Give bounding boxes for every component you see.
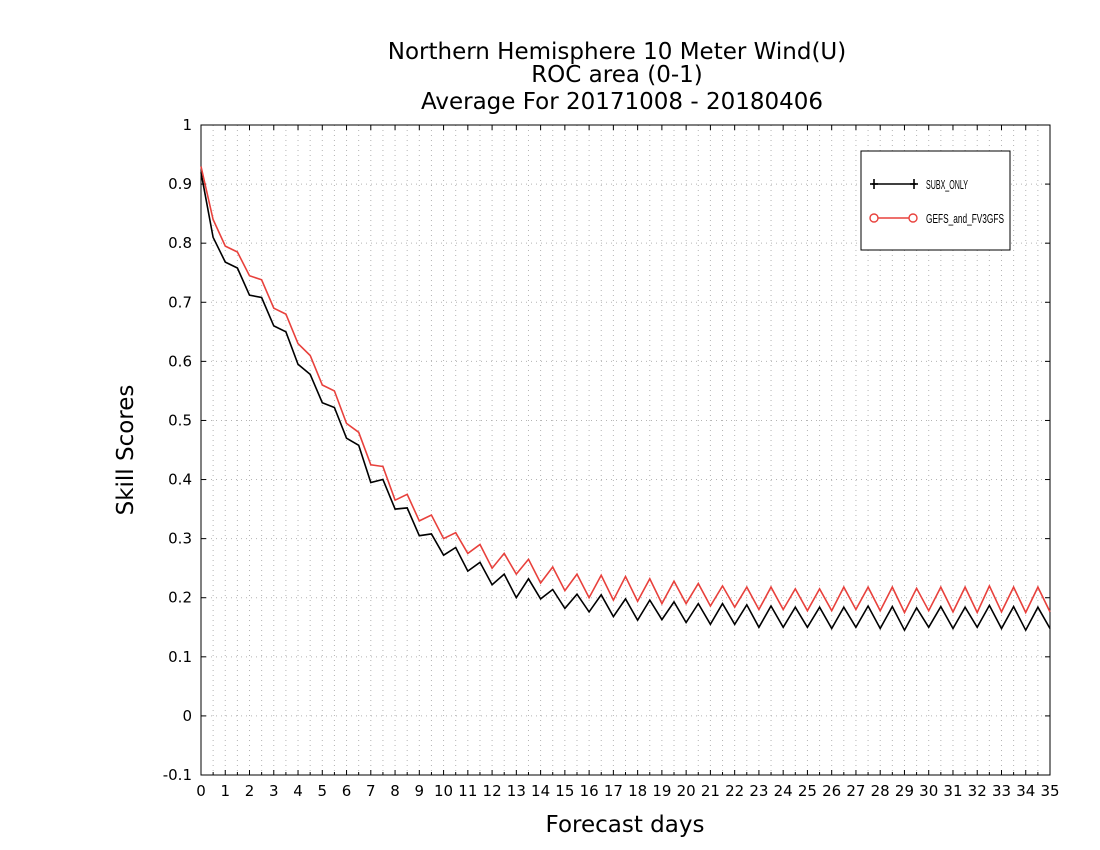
- x-tick-label: 10: [434, 782, 453, 800]
- x-tick-label: 32: [968, 782, 987, 800]
- x-tick-label: 6: [342, 782, 352, 800]
- legend-marker-circle-icon: [869, 213, 879, 223]
- series-line: [200, 166, 1051, 615]
- x-tick-label: 30: [919, 782, 938, 800]
- x-tick-label: 34: [1016, 782, 1035, 800]
- x-tick-label: 26: [822, 782, 841, 800]
- grid: [201, 125, 1050, 775]
- y-tick-label: 0.2: [168, 589, 192, 607]
- x-tick-label: 3: [269, 782, 279, 800]
- chart-title-line-1: Northern Hemisphere 10 Meter Wind(U): [388, 39, 846, 65]
- x-tick-label: 14: [531, 782, 550, 800]
- y-tick-label: 0.5: [168, 411, 192, 429]
- x-tick-label: 24: [774, 782, 793, 800]
- y-tick-label: 0.9: [168, 175, 192, 193]
- x-tick-label: 22: [725, 782, 744, 800]
- x-tick-label: 29: [895, 782, 914, 800]
- x-tick-label: 20: [677, 782, 696, 800]
- series-layer: [200, 166, 1051, 632]
- x-tick-label: 5: [318, 782, 328, 800]
- y-axis-label: Skill Scores: [113, 385, 139, 516]
- y-tick-label: -0.1: [163, 766, 192, 784]
- x-tick-label: 18: [628, 782, 647, 800]
- y-tick-label: 0: [182, 707, 192, 725]
- x-tick-label: 19: [652, 782, 671, 800]
- legend-marker-circle-icon: [908, 213, 918, 223]
- x-tick-label: 28: [871, 782, 890, 800]
- x-tick-label: 9: [415, 782, 425, 800]
- series-line: [200, 172, 1051, 632]
- x-tick-label: 7: [366, 782, 376, 800]
- x-tick-label: 27: [846, 782, 865, 800]
- x-axis-ticks: 0 1 2 3 4 5 6 7 8 9 10 11 12 13 14 15 16 17 18 19 20 21 22 23 24…: [196, 125, 1060, 800]
- x-tick-label: 1: [220, 782, 230, 800]
- x-tick-label: 2: [245, 782, 255, 800]
- series-gefs-and-fv3gfs: [200, 166, 1051, 615]
- x-tick-label: 13: [507, 782, 526, 800]
- x-tick-label: 17: [604, 782, 623, 800]
- y-tick-label: 0.4: [168, 471, 192, 489]
- chart-title-line-2: ROC area (0-1): [531, 62, 703, 88]
- y-axis-ticks: -0.1 0 0.1 0.2 0.3 0.4 0.5 0.6 0.7 0.8 0.9 1: [163, 116, 1050, 784]
- y-tick-label: 0.1: [168, 648, 192, 666]
- x-tick-label: 11: [458, 782, 477, 800]
- x-tick-label: 16: [580, 782, 599, 800]
- x-tick-label: 12: [483, 782, 502, 800]
- legend-label: SUBX_ONLY: [926, 177, 968, 192]
- y-tick-label: 0.6: [168, 352, 192, 370]
- x-tick-label: 8: [390, 782, 400, 800]
- x-axis-label: Forecast days: [546, 812, 705, 838]
- x-tick-label: 15: [555, 782, 574, 800]
- x-tick-label: 0: [196, 782, 206, 800]
- y-tick-label: 1: [182, 116, 192, 134]
- y-tick-label: 0.8: [168, 234, 192, 252]
- legend-label: GEFS_and_FV3GFS: [926, 211, 1004, 226]
- x-tick-label: 35: [1040, 782, 1059, 800]
- x-tick-label: 31: [943, 782, 962, 800]
- x-tick-label: 23: [749, 782, 768, 800]
- x-tick-label: 33: [992, 782, 1011, 800]
- x-tick-label: 25: [798, 782, 817, 800]
- legend: SUBX_ONLY GEFS_and_FV3GFS: [860, 150, 1011, 251]
- legend-box: [860, 150, 1011, 251]
- y-tick-label: 0.7: [168, 293, 192, 311]
- series-subx-only: [200, 172, 1051, 632]
- x-tick-label: 21: [701, 782, 720, 800]
- y-tick-label: 0.3: [168, 530, 192, 548]
- x-tick-label: 4: [293, 782, 303, 800]
- chart-title: Northern Hemisphere 10 Meter Wind(U) ROC…: [388, 39, 846, 115]
- chart-title-line-3: Average For 20171008 - 20180406: [421, 89, 823, 115]
